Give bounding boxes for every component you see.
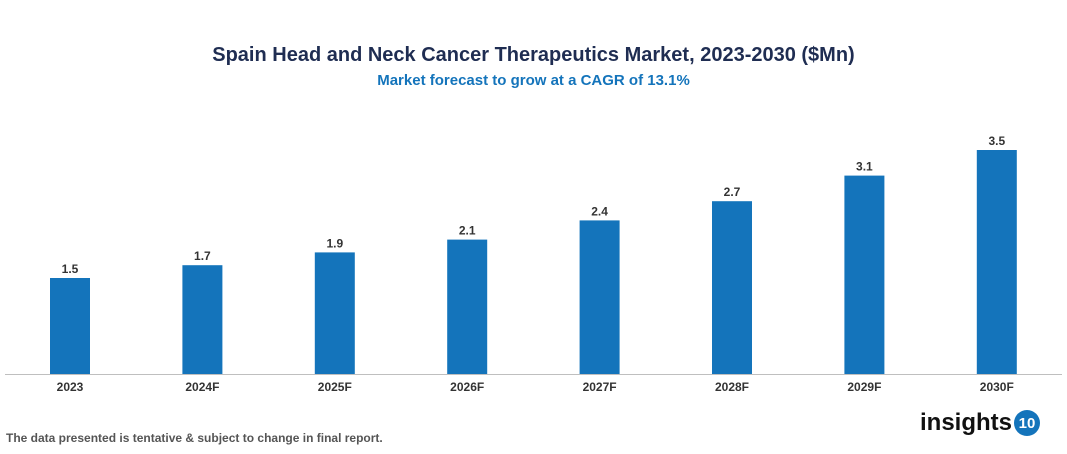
data-label: 3.1: [856, 160, 873, 174]
data-label: 1.9: [326, 236, 343, 250]
logo-badge: 10: [1014, 410, 1041, 436]
x-tick-label: 2030F: [980, 380, 1014, 394]
x-tick-label: 2028F: [715, 380, 749, 394]
data-label: 2.4: [591, 204, 608, 218]
data-label: 1.7: [194, 249, 211, 263]
chart-title: Spain Head and Neck Cancer Therapeutics …: [212, 44, 855, 66]
footnote: The data presented is tentative & subjec…: [6, 431, 383, 445]
bar-2029F: [844, 175, 885, 374]
x-tick-label: 2023: [57, 380, 84, 394]
x-tick-label: 2024F: [185, 380, 219, 394]
data-label: 1.5: [62, 262, 79, 276]
x-tick-label: 2026F: [450, 380, 484, 394]
bar-2027F: [579, 220, 620, 374]
bar-2028F: [712, 201, 752, 374]
data-label: 3.5: [988, 134, 1005, 148]
bar-2030F: [976, 150, 1017, 374]
chart-subtitle: Market forecast to grow at a CAGR of 13.…: [377, 72, 690, 89]
bar-2025F: [314, 252, 355, 374]
bar-chart: 1.5 2023 1.7 2024F 1.9 2025F 2.1 2026F 2.4 2027F 2…: [5, 134, 1062, 394]
x-tick-label: 2029F: [847, 380, 881, 394]
x-tick-label: 2025F: [318, 380, 352, 394]
logo-text: insights: [920, 409, 1013, 436]
bar-2024F: [182, 265, 223, 374]
data-label: 2.7: [724, 185, 741, 199]
bar-2026F: [447, 239, 488, 374]
x-tick-label: 2027F: [583, 380, 617, 394]
bar-2023: [50, 278, 90, 374]
insights10-logo: insights 10: [920, 409, 1041, 437]
data-label: 2.1: [459, 224, 476, 238]
